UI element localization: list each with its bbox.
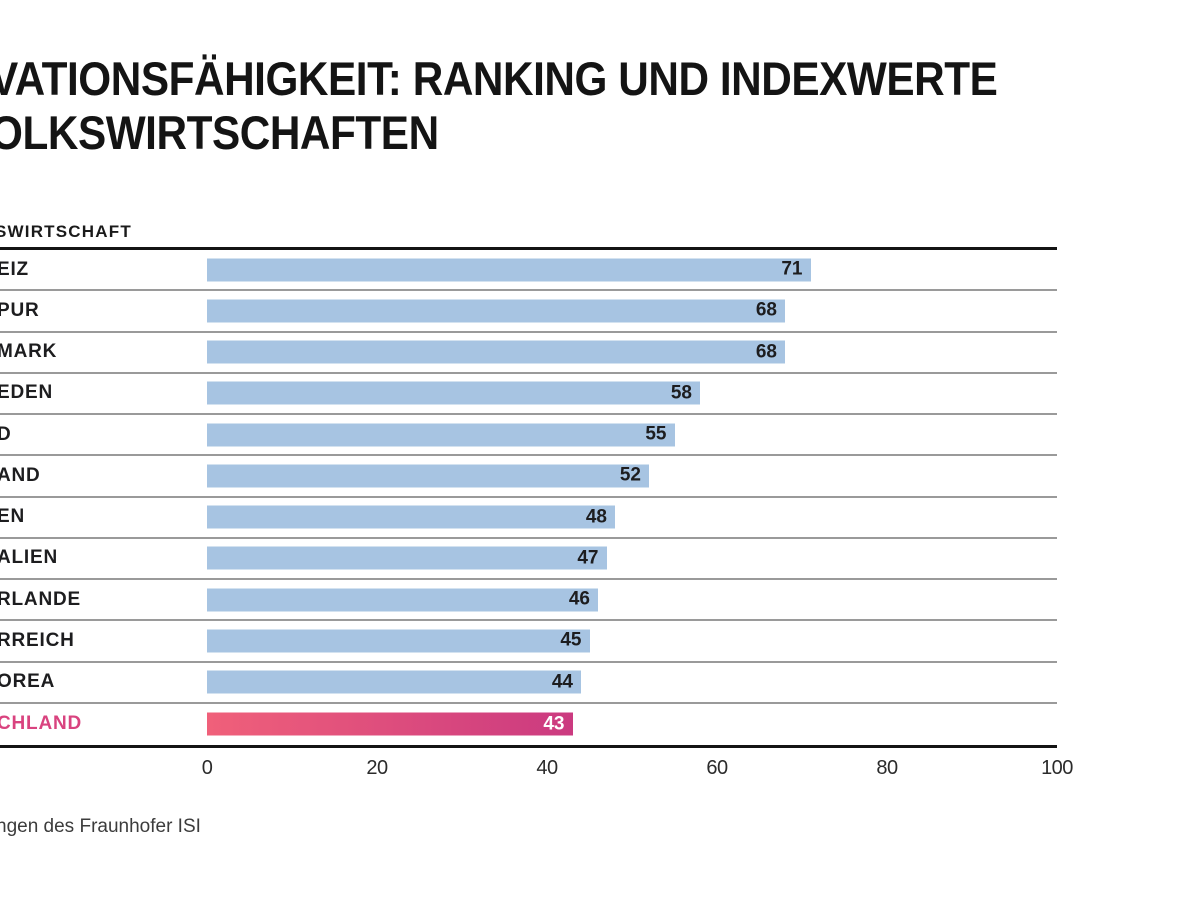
bar-value: 55 bbox=[645, 423, 667, 445]
bar-value: 68 bbox=[755, 299, 777, 321]
bar: 71 bbox=[207, 258, 811, 282]
row-label: RLANDE bbox=[0, 588, 81, 610]
bar-value: 43 bbox=[543, 713, 565, 735]
row-label: OREA bbox=[0, 671, 56, 693]
x-tick-label: 20 bbox=[366, 757, 388, 779]
bar: 68 bbox=[207, 299, 785, 323]
table-row: RLANDE 46 bbox=[0, 580, 1057, 622]
bar: 45 bbox=[207, 629, 590, 653]
bar: 43 bbox=[207, 712, 573, 736]
table-row: CHLAND 43 bbox=[0, 704, 1057, 745]
row-label: D bbox=[0, 423, 12, 445]
bar: 48 bbox=[207, 505, 615, 529]
table-row: PUR 68 bbox=[0, 291, 1057, 333]
row-label: MARK bbox=[0, 341, 58, 363]
row-label: EDEN bbox=[0, 382, 53, 404]
table-row: ALIEN 47 bbox=[0, 539, 1057, 580]
table-row: EN 48 bbox=[0, 498, 1057, 539]
row-label: EN bbox=[0, 506, 25, 528]
table-row: EDEN 58 bbox=[0, 374, 1057, 415]
bar: 55 bbox=[207, 423, 675, 447]
row-label: EIZ bbox=[0, 258, 29, 280]
bar-value: 45 bbox=[560, 629, 582, 651]
bar: 58 bbox=[207, 381, 700, 405]
bar-value: 48 bbox=[585, 506, 607, 528]
row-label: PUR bbox=[0, 299, 40, 321]
chart-title-line2: OLKSWIRTSCHAFTEN bbox=[0, 106, 439, 159]
bar: 46 bbox=[207, 588, 598, 612]
table-row: D 55 bbox=[0, 415, 1057, 457]
x-tick-label: 60 bbox=[706, 757, 728, 779]
chart-title-line1: VATIONSFÄHIGKEIT: RANKING UND INDEXWERTE bbox=[0, 52, 998, 105]
x-tick-label: 0 bbox=[201, 757, 213, 779]
table-row: AND 52 bbox=[0, 456, 1057, 498]
row-label: RREICH bbox=[0, 629, 75, 651]
bar-value: 58 bbox=[670, 382, 692, 404]
row-label: CHLAND bbox=[0, 713, 83, 735]
table-row: OREA 44 bbox=[0, 663, 1057, 704]
row-label: ALIEN bbox=[0, 547, 58, 569]
bar-value: 47 bbox=[577, 547, 599, 569]
bar-value: 71 bbox=[781, 258, 803, 280]
source-note: ngen des Fraunhofer ISI bbox=[0, 816, 201, 837]
bar-value: 52 bbox=[619, 464, 641, 486]
table-row: RREICH 45 bbox=[0, 621, 1057, 663]
bar-value: 68 bbox=[755, 341, 777, 363]
x-tick-label: 40 bbox=[536, 757, 558, 779]
bar-rows: EIZ 71 PUR 68 MARK 68 EDEN 58 D 55 AND 52 EN 48 ALIEN 4… bbox=[0, 250, 1057, 745]
x-axis: 0 20 40 60 80 100 bbox=[0, 757, 1100, 787]
axis-rule bbox=[0, 745, 1057, 748]
bar: 44 bbox=[207, 670, 581, 694]
chart-title: VATIONSFÄHIGKEIT: RANKING UND INDEXWERTE… bbox=[0, 52, 998, 160]
row-label: AND bbox=[0, 464, 41, 486]
table-row: MARK 68 bbox=[0, 333, 1057, 374]
bar-value: 44 bbox=[551, 671, 573, 693]
bar-value: 46 bbox=[568, 588, 590, 610]
x-tick-label: 80 bbox=[876, 757, 898, 779]
bar: 52 bbox=[207, 464, 649, 488]
header-rule bbox=[0, 247, 1057, 250]
column-header: SWIRTSCHAFT bbox=[0, 222, 132, 241]
table-row: EIZ 71 bbox=[0, 250, 1057, 292]
bar: 68 bbox=[207, 340, 785, 364]
bar: 47 bbox=[207, 546, 607, 570]
x-tick-label: 100 bbox=[1041, 757, 1073, 779]
